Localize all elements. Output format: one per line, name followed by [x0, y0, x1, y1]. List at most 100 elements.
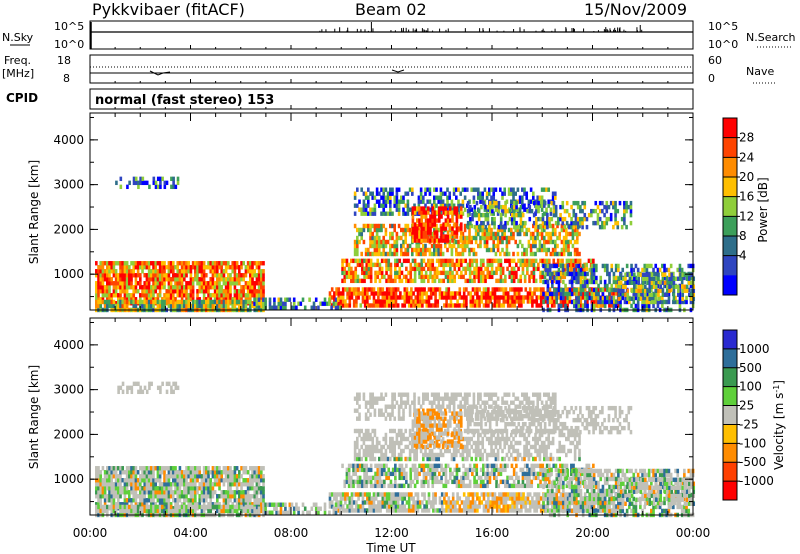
- heatmap-cell: [358, 239, 361, 245]
- heatmap-cell: [170, 184, 173, 190]
- heatmap-cell: [650, 276, 654, 281]
- heatmap-cell: [510, 220, 514, 226]
- heatmap-cell: [393, 199, 397, 204]
- heatmap-cell: [194, 265, 197, 270]
- heatmap-cell: [573, 247, 577, 253]
- heatmap-cell: [97, 273, 100, 278]
- heatmap-cell: [474, 235, 478, 241]
- heatmap-cell: [121, 281, 125, 286]
- heatmap-cell: [532, 223, 535, 229]
- heatmap-cell: [101, 504, 105, 510]
- heatmap-cell: [128, 490, 131, 495]
- heatmap-cell: [321, 301, 325, 306]
- heatmap-cell: [189, 478, 193, 483]
- heatmap-cell: [174, 490, 177, 495]
- heatmap-cell: [569, 239, 573, 245]
- heatmap-cell: [112, 289, 116, 294]
- heatmap-cell: [501, 191, 504, 196]
- heatmap-cell: [196, 470, 199, 475]
- heatmap-cell: [174, 504, 177, 510]
- heatmap-cell: [231, 470, 235, 475]
- heatmap-cell: [409, 270, 413, 276]
- heatmap-cell: [510, 235, 513, 241]
- heatmap-cell: [692, 292, 696, 297]
- heatmap-cell: [552, 270, 556, 276]
- heatmap-cell: [246, 498, 250, 503]
- heatmap-cell: [630, 263, 633, 269]
- heatmap-cell: [389, 243, 392, 249]
- heatmap-cell: [482, 270, 485, 276]
- heatmap-cell: [185, 470, 188, 475]
- heatmap-cell: [143, 470, 147, 475]
- heatmap-cell: [485, 247, 489, 253]
- heatmap-cell: [569, 231, 573, 237]
- heatmap-cell: [169, 289, 173, 294]
- heatmap-cell: [381, 287, 385, 292]
- heatmap-cell: [512, 231, 515, 237]
- heatmap-cell: [442, 222, 445, 227]
- heatmap-cell: [617, 276, 621, 281]
- heatmap-cell: [262, 289, 265, 294]
- heatmap-cell: [395, 243, 399, 249]
- heatmap-cell: [161, 482, 164, 487]
- heatmap-cell: [253, 301, 256, 306]
- heatmap-cell: [550, 274, 553, 280]
- heatmap-cell: [367, 274, 371, 280]
- heatmap-cell: [172, 289, 175, 294]
- heatmap-cell: [375, 191, 379, 196]
- heatmap-cell: [209, 478, 213, 483]
- heatmap-cell: [592, 263, 596, 269]
- heatmap-cell: [343, 266, 347, 272]
- heatmap-cell: [460, 274, 463, 280]
- heatmap-cell: [512, 270, 516, 276]
- heatmap-cell: [441, 199, 445, 204]
- heatmap-cell: [416, 266, 419, 272]
- heatmap-cell: [579, 299, 583, 304]
- heatmap-cell: [590, 295, 594, 301]
- heatmap-cell: [384, 243, 388, 249]
- heatmap-cell: [207, 466, 210, 471]
- heatmap-cell: [101, 261, 105, 266]
- heatmap-cell: [136, 502, 140, 507]
- heatmap-cell: [594, 295, 598, 300]
- heatmap-cell: [378, 223, 381, 229]
- heatmap-cell: [406, 207, 410, 212]
- heatmap-cell: [253, 498, 257, 503]
- heatmap-cell: [665, 267, 669, 273]
- heatmap-cell: [150, 478, 153, 483]
- heatmap-cell: [242, 303, 246, 309]
- heatmap-cell: [123, 285, 127, 290]
- heatmap-cell: [108, 498, 111, 503]
- heatmap-cell: [229, 265, 232, 270]
- heatmap-cell: [229, 482, 232, 487]
- heatmap-cell: [451, 262, 454, 268]
- heatmap-cell: [227, 277, 230, 282]
- heatmap-cell: [117, 261, 120, 266]
- heatmap-cell: [632, 295, 636, 301]
- colorbar-tick-label: 28: [739, 131, 754, 145]
- heatmap-cell: [95, 289, 98, 294]
- heatmap-cell: [504, 224, 507, 230]
- heatmap-cell: [108, 281, 111, 286]
- heatmap-cell: [616, 208, 620, 214]
- heatmap-cell: [572, 262, 575, 268]
- heatmap-cell: [348, 295, 352, 300]
- heatmap-cell: [457, 258, 461, 264]
- heatmap-cell: [590, 303, 594, 309]
- heatmap-cell: [496, 243, 500, 249]
- heatmap-cell: [246, 285, 250, 290]
- heatmap-cell: [180, 289, 184, 294]
- heatmap-cell: [95, 293, 98, 298]
- heatmap-cell: [579, 283, 583, 289]
- heatmap-cell: [433, 278, 437, 284]
- heatmap-cell: [255, 486, 259, 491]
- heatmap-cell: [621, 295, 625, 301]
- heatmap-cell: [654, 275, 658, 281]
- heatmap-cell: [499, 270, 503, 276]
- heatmap-cell: [240, 502, 243, 507]
- heatmap-cell: [463, 187, 467, 192]
- heatmap-cell: [262, 305, 265, 310]
- heatmap-cell: [573, 251, 577, 257]
- heatmap-cell: [180, 297, 184, 302]
